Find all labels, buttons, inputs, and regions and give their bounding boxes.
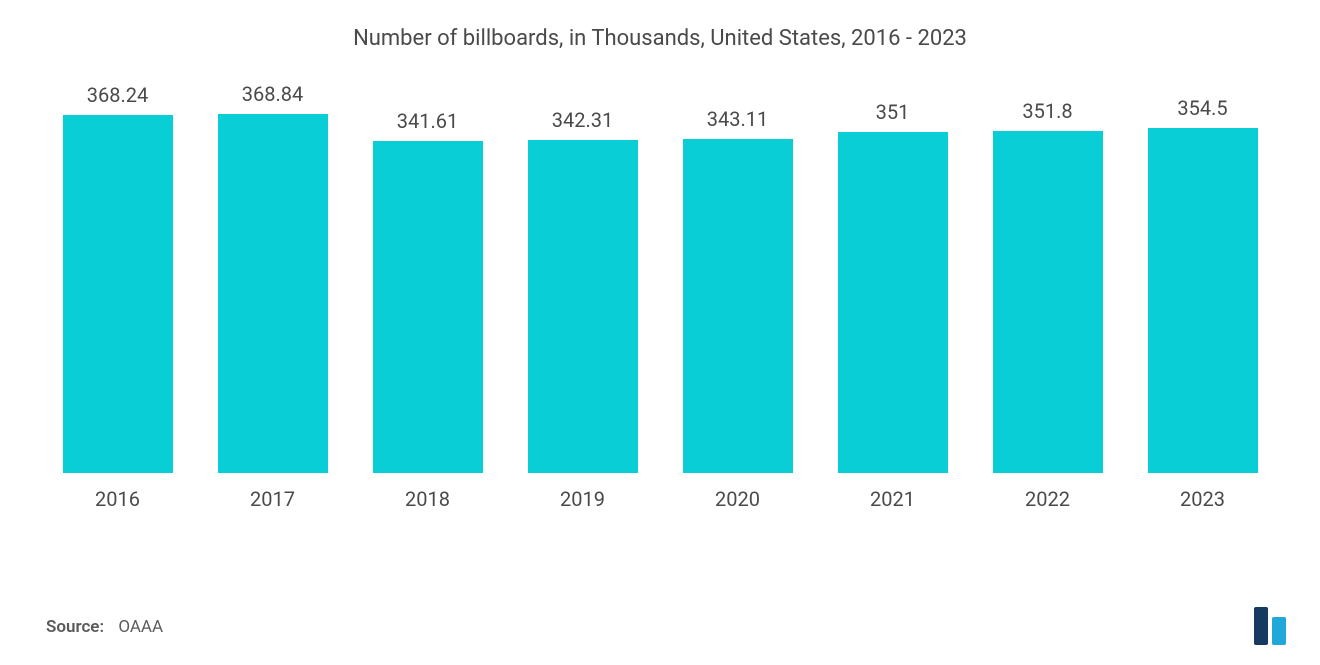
bar-group: 342.31 2019 bbox=[505, 108, 660, 511]
logo-bar-dark bbox=[1254, 607, 1268, 645]
bar-category-label: 2016 bbox=[95, 487, 140, 511]
bar-group: 351.8 2022 bbox=[970, 99, 1125, 511]
source-label: Source: bbox=[46, 617, 104, 637]
chart-title: Number of billboards, in Thousands, Unit… bbox=[30, 26, 1290, 51]
bar-value-label: 368.24 bbox=[87, 83, 148, 107]
bar bbox=[63, 115, 173, 473]
bar-group: 368.84 2017 bbox=[195, 82, 350, 511]
bar-category-label: 2017 bbox=[250, 487, 295, 511]
brand-logo bbox=[1254, 607, 1286, 645]
bar-group: 351 2021 bbox=[815, 100, 970, 512]
bar bbox=[993, 131, 1103, 473]
bar-category-label: 2020 bbox=[715, 487, 760, 511]
bar bbox=[683, 139, 793, 473]
bar-category-label: 2019 bbox=[560, 487, 605, 511]
source-value: OAAA bbox=[118, 617, 163, 637]
bar-value-label: 342.31 bbox=[552, 108, 613, 132]
bar-category-label: 2023 bbox=[1180, 487, 1225, 511]
chart-container: Number of billboards, in Thousands, Unit… bbox=[0, 0, 1320, 665]
bar bbox=[528, 140, 638, 473]
bar bbox=[373, 141, 483, 473]
bar-value-label: 354.5 bbox=[1177, 96, 1227, 120]
bar-group: 368.24 2016 bbox=[40, 83, 195, 511]
bar-group: 354.5 2023 bbox=[1125, 96, 1280, 511]
bar-category-label: 2018 bbox=[405, 487, 450, 511]
bar bbox=[838, 132, 948, 474]
chart-plot-area: 368.242016368.842017341.612018342.312019… bbox=[30, 91, 1290, 511]
source-footer: Source: OAAA bbox=[46, 617, 163, 637]
bar-value-label: 341.61 bbox=[397, 109, 458, 133]
bar-group: 341.61 2018 bbox=[350, 109, 505, 511]
bar bbox=[218, 114, 328, 473]
bar-value-label: 351.8 bbox=[1022, 99, 1072, 123]
bar bbox=[1148, 128, 1258, 473]
bar-value-label: 368.84 bbox=[242, 82, 303, 106]
bar-category-label: 2021 bbox=[870, 487, 915, 511]
logo-bar-light bbox=[1272, 617, 1286, 645]
bar-value-label: 343.11 bbox=[707, 107, 768, 131]
bar-value-label: 351 bbox=[876, 100, 910, 124]
bar-category-label: 2022 bbox=[1025, 487, 1070, 511]
bar-group: 343.11 2020 bbox=[660, 107, 815, 511]
